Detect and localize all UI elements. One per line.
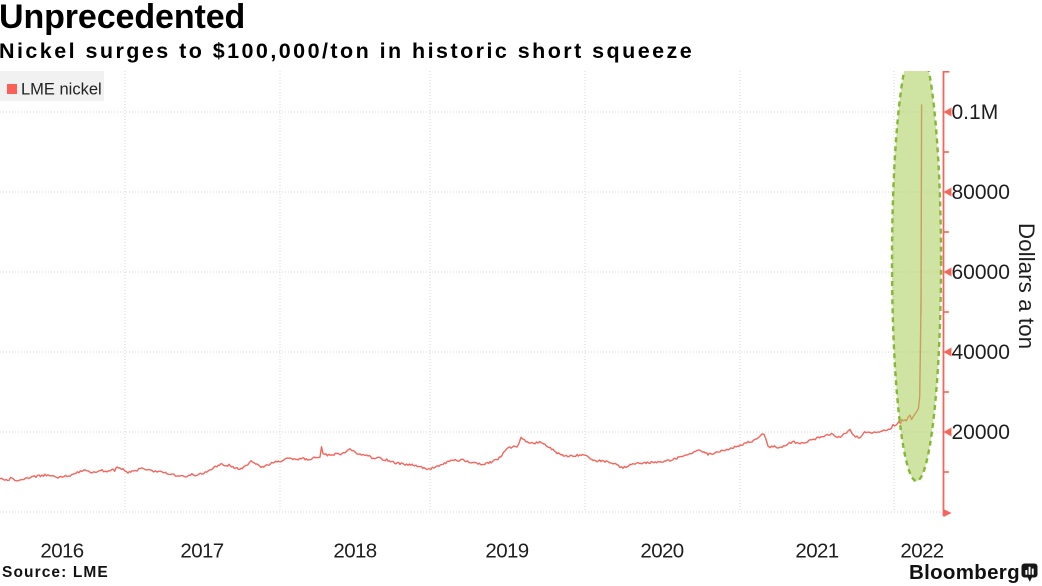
svg-text:2016: 2016 bbox=[40, 540, 83, 563]
svg-text:2018: 2018 bbox=[333, 540, 376, 563]
svg-text:LME nickel: LME nickel bbox=[21, 81, 102, 99]
svg-text:80000: 80000 bbox=[952, 181, 1010, 204]
svg-text:2020: 2020 bbox=[640, 540, 683, 563]
svg-text:Dollars a ton: Dollars a ton bbox=[1014, 223, 1039, 349]
svg-text:2019: 2019 bbox=[485, 540, 528, 563]
svg-text:2017: 2017 bbox=[180, 540, 223, 563]
svg-text:20000: 20000 bbox=[952, 421, 1010, 444]
svg-text:2021: 2021 bbox=[795, 540, 838, 563]
svg-text:40000: 40000 bbox=[952, 341, 1010, 364]
svg-text:0.1M: 0.1M bbox=[952, 101, 999, 124]
svg-text:60000: 60000 bbox=[952, 261, 1010, 284]
svg-text:2022: 2022 bbox=[900, 540, 943, 563]
